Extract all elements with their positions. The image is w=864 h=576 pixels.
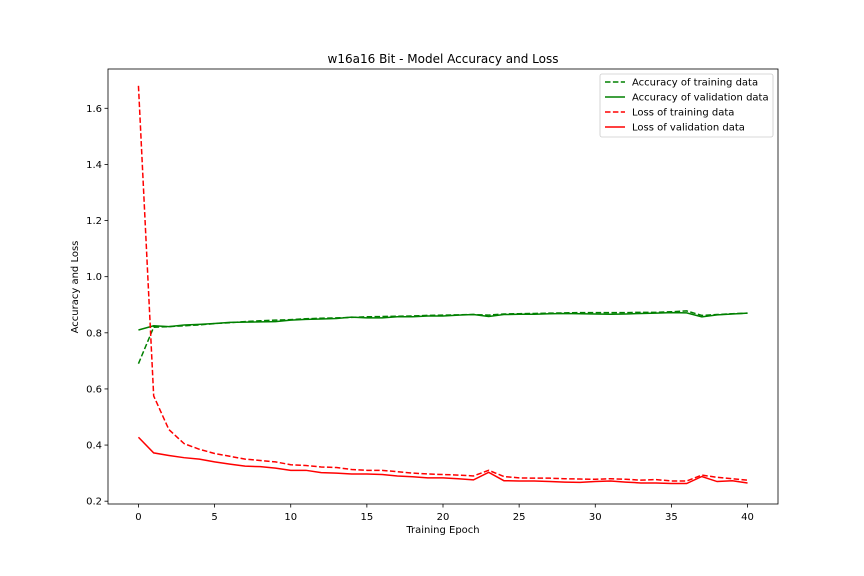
y-tick-label-6: 1.4	[86, 160, 102, 171]
series-line-3	[137, 436, 748, 485]
x-tick-label-8: 40	[741, 512, 754, 523]
x-tick-label-0: 0	[135, 512, 141, 523]
legend: Accuracy of training data Accuracy of val…	[599, 73, 774, 138]
y-tick-label-3: 0.8	[86, 328, 102, 339]
x-tick-label-5: 25	[513, 512, 526, 523]
plot-area	[137, 85, 748, 485]
x-tick-label-1: 5	[211, 512, 217, 523]
chart-title: w16a16 Bit - Model Accuracy and Loss	[328, 52, 559, 66]
y-tick-label-4: 1.0	[86, 272, 102, 283]
y-tick-label-0: 0.2	[86, 497, 102, 508]
x-tick-label-6: 30	[589, 512, 602, 523]
x-axis: 0 5 10 15 20 25 30 35 40	[135, 504, 754, 523]
y-tick-label-5: 1.2	[86, 216, 102, 227]
y-tick-label-1: 0.4	[86, 441, 102, 452]
series-line-2	[137, 85, 748, 482]
legend-label-2: Loss of training data	[632, 108, 734, 119]
y-axis-label: Accuracy and Loss	[70, 241, 81, 334]
legend-box	[599, 73, 774, 138]
x-tick-label-4: 20	[437, 512, 450, 523]
legend-label-1: Accuracy of validation data	[632, 93, 769, 104]
y-tick-label-7: 1.6	[86, 104, 102, 115]
legend-label-0: Accuracy of training data	[632, 78, 758, 89]
x-tick-label-3: 15	[360, 512, 373, 523]
series-line-1	[138, 311, 748, 331]
series-line-0	[137, 310, 748, 364]
y-axis: 0.2 0.4 0.6 0.8 1.0 1.2 1.4 1.6	[86, 104, 108, 508]
x-tick-label-7: 35	[665, 512, 678, 523]
legend-label-3: Loss of validation data	[632, 123, 745, 134]
x-axis-label: Training Epoch	[405, 525, 479, 536]
y-tick-label-2: 0.6	[86, 384, 102, 395]
x-tick-label-2: 10	[284, 512, 297, 523]
